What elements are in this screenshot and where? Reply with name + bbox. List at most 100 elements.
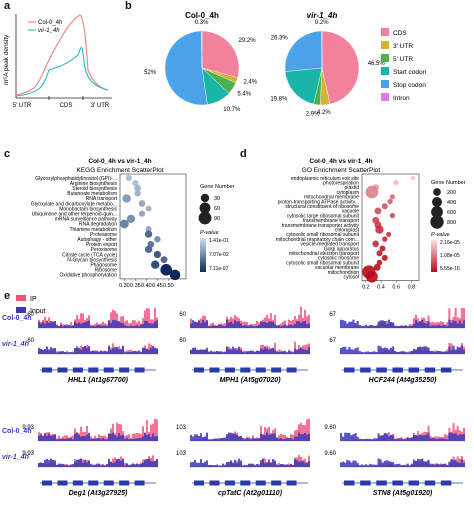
go-point	[372, 240, 379, 248]
input-coverage	[38, 432, 158, 441]
kegg-x-tick-label: 0.40	[141, 283, 152, 289]
go-point	[381, 254, 388, 261]
vir-1-line	[15, 47, 109, 97]
pie-legend: CDS 3' UTR 5' UTR Start codon Stop codon Intr…	[381, 28, 427, 102]
gene-name-label: MPH1 (At5g07020)	[219, 377, 281, 384]
pie-data-label: 52%	[144, 70, 157, 76]
go-title-1: Col-0_4h vs vir-1_4h	[309, 158, 372, 165]
pie-slice	[201, 30, 240, 78]
kegg-point	[132, 179, 139, 187]
kegg-x-tick-label: 0.45	[152, 283, 163, 289]
pie-slice	[284, 67, 323, 105]
go-category-label: plastid	[345, 185, 360, 191]
legend-label: 5' UTR	[393, 56, 413, 63]
kegg-x-tick-label: 0.30	[119, 283, 130, 289]
kegg-category-label: Arginine biosynthesis	[70, 181, 118, 187]
kegg-point	[150, 260, 160, 269]
track-scale-label: 9.93	[22, 451, 34, 457]
panel-a-xtick-3utr: 3' UTR	[91, 103, 110, 109]
go-size-legend-label: 400	[447, 200, 456, 206]
legend-input-swatch	[16, 307, 26, 313]
panel-c-chart: Col-0_4h vs vir-1_4h KEGG Enrichment Sca…	[31, 158, 235, 289]
go-point	[389, 212, 396, 219]
input-coverage	[38, 458, 158, 467]
panel-a-chart: m⁶A peak density Col-0_4h vir-1_4h 5' UT…	[3, 14, 112, 109]
legend-swatch	[381, 41, 389, 49]
gene-exon	[344, 480, 355, 486]
input-coverage	[340, 319, 465, 328]
gene-exon	[103, 480, 114, 486]
input-coverage	[340, 458, 465, 467]
pie-data-label: 5.4%	[237, 91, 251, 97]
gene-exon	[286, 367, 297, 373]
ip-coverage	[340, 307, 465, 328]
kegg-size-legend-label: 30	[214, 196, 220, 202]
go-point	[365, 185, 379, 199]
gene-exon	[424, 480, 436, 486]
go-size-legend-title: Gene Number	[431, 180, 466, 186]
kegg-color-legend-label: 7.07e-02	[209, 252, 229, 258]
gene-exon	[408, 367, 420, 373]
go-x-tick-label: 0.6	[392, 285, 400, 290]
panel-c-label: c	[4, 148, 11, 160]
gene-exon	[88, 367, 99, 373]
gene-exon	[240, 480, 251, 486]
gene-exon	[72, 367, 83, 373]
gene-name-label: HCF244 (At4g35250)	[369, 377, 437, 384]
go-category-label: chloroplast	[335, 228, 360, 234]
input-coverage	[190, 319, 310, 328]
go-point	[379, 245, 386, 252]
kegg-category-label: RNA transport	[86, 196, 118, 202]
legend-vir-label: vir-1_4h	[38, 28, 60, 34]
ip-coverage	[38, 343, 158, 354]
gene-exon	[134, 480, 145, 486]
pie-slice	[284, 30, 323, 72]
go-color-legend-label: 5.55e-16	[440, 266, 460, 272]
kegg-color-bar	[200, 238, 206, 272]
gene-exon	[88, 480, 99, 486]
gene-exon	[194, 480, 205, 486]
gene-exon	[344, 367, 355, 373]
kegg-point	[144, 230, 153, 238]
track-scale-label: 9.93	[22, 425, 34, 431]
kegg-category-label: Oxidative phosphorylation	[59, 273, 117, 279]
legend-swatch	[381, 80, 389, 88]
pie-col-title: Col-0_4h	[185, 11, 219, 20]
go-x-tick-label: 0.2	[362, 285, 370, 290]
panel-e-tracks: IP Input 60 60 HHL1 (At1g67700) 60 60 MPH1 (A…	[2, 295, 465, 497]
input-coverage	[190, 432, 310, 441]
kegg-color-legend-label: 1.41e-01	[209, 238, 229, 244]
track-scale-label: 9.60	[324, 425, 336, 431]
go-point	[410, 175, 416, 181]
kegg-x-tick-label: 0.35	[130, 283, 141, 289]
kegg-category-label: Monobactam biosynthesis	[59, 206, 117, 212]
row-label-col: Col-0_4h	[2, 428, 32, 435]
legend-label: 3' UTR	[393, 43, 413, 50]
col-0-line	[15, 14, 109, 96]
go-category-label: vacuolar membrane	[315, 265, 359, 271]
kegg-category-label: Steroid biosynthesis	[72, 186, 117, 192]
go-point	[365, 270, 378, 283]
gene-exon	[42, 480, 53, 486]
go-size-legend-label: 200	[447, 190, 456, 196]
kegg-point	[138, 200, 146, 207]
panel-e-label: e	[4, 290, 11, 302]
legend-swatch	[381, 93, 389, 101]
go-color-legend-title: P-value	[431, 232, 450, 238]
kegg-title-1: Col-0_4h vs vir-1_4h	[88, 158, 151, 165]
ip-coverage	[190, 418, 310, 441]
pie-vir-1: 46.5% 4.2%2.9% 19.8% 26.3% 0.2%	[270, 20, 385, 118]
pie-data-label: 2.4%	[243, 79, 257, 85]
legend-label: CDS	[393, 30, 407, 37]
kegg-size-legend-dot	[199, 202, 211, 214]
kegg-size-legend-dot	[198, 211, 212, 225]
kegg-color-legend-title: P-value	[200, 230, 219, 236]
kegg-category-label: Butanoate metabolism	[67, 191, 117, 197]
kegg-point	[138, 210, 146, 217]
go-category-label: cytosolic large ribosomal subunit	[287, 213, 360, 219]
pie-data-label: 29.2%	[239, 38, 257, 44]
kegg-point	[160, 263, 173, 276]
go-point	[376, 250, 383, 257]
panel-d-label: d	[240, 148, 247, 160]
gene-exon	[392, 480, 403, 486]
